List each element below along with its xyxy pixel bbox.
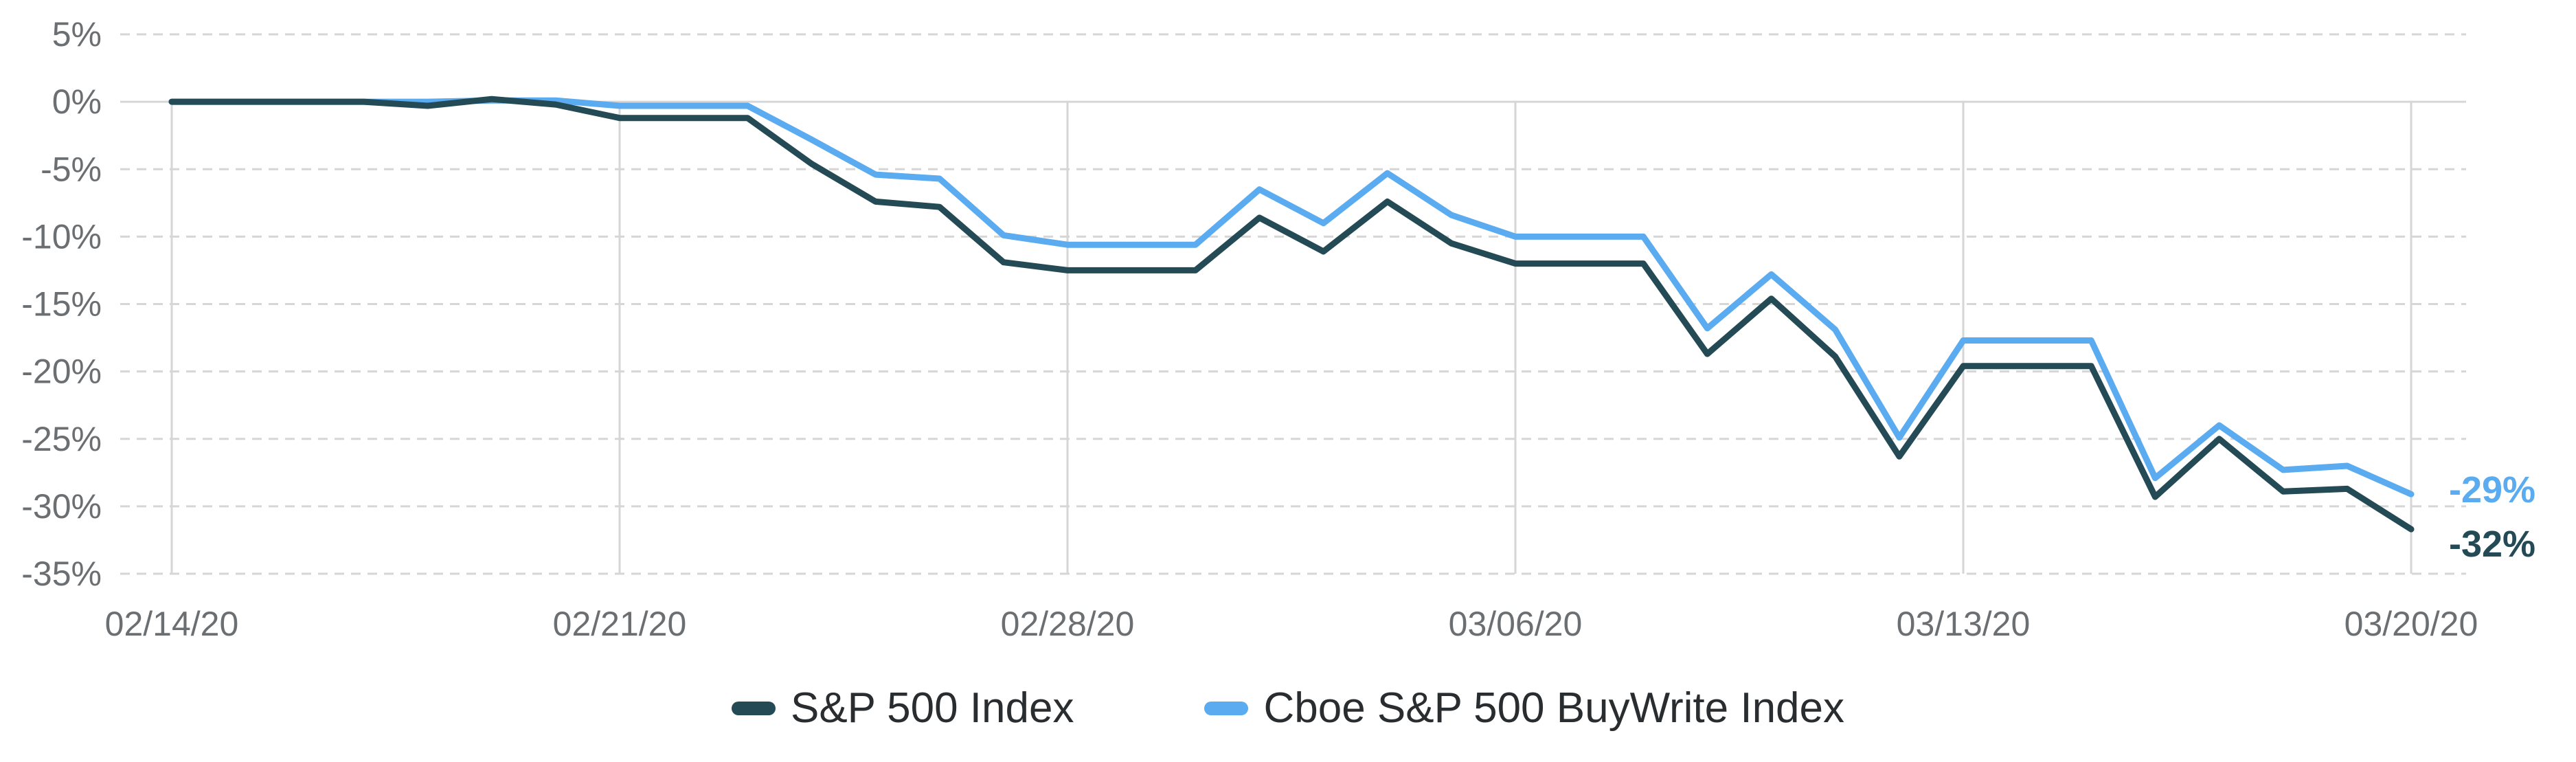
- y-tick-label: -25%: [21, 420, 102, 458]
- y-tick-label: -15%: [21, 285, 102, 324]
- end-label-buywrite: -29%: [2449, 469, 2535, 511]
- series-lines: [168, 96, 2415, 533]
- legend-item-sp500[interactable]: S&P 500 Index: [731, 684, 1074, 732]
- y-tick-label: -5%: [41, 150, 102, 188]
- y-tick-label: -30%: [21, 487, 102, 526]
- legend-label-buywrite: Cboe S&P 500 BuyWrite Index: [1263, 684, 1845, 732]
- y-axis-ticks: 5% 0% -5% -10% -15% -20% -25% -30% -35%: [21, 15, 102, 593]
- series-line-buywrite: [168, 97, 2415, 497]
- legend: S&P 500 Index Cboe S&P 500 BuyWrite Inde…: [0, 684, 2576, 732]
- y-tick-label: -10%: [21, 217, 102, 256]
- x-tick-label: 03/06/20: [1449, 605, 1583, 643]
- y-tick-label: -35%: [21, 554, 102, 593]
- gridlines: [120, 33, 2466, 575]
- legend-label-sp500: S&P 500 Index: [790, 684, 1074, 732]
- y-tick-label: 0%: [52, 82, 102, 121]
- series-line-sp500: [168, 96, 2415, 533]
- legend-swatch-sp500: [731, 701, 776, 715]
- y-tick-label: 5%: [52, 15, 102, 54]
- x-tick-label: 02/28/20: [1001, 605, 1135, 643]
- x-tick-label: 02/21/20: [553, 605, 687, 643]
- legend-swatch-buywrite: [1204, 701, 1249, 715]
- x-tick-label: 03/13/20: [1897, 605, 2031, 643]
- end-label-sp500: -32%: [2449, 524, 2535, 565]
- y-tick-label: -20%: [21, 352, 102, 391]
- legend-item-buywrite[interactable]: Cboe S&P 500 BuyWrite Index: [1204, 684, 1844, 732]
- x-tick-label: 02/14/20: [105, 605, 239, 643]
- x-axis-ticks: 02/14/20 02/21/20 02/28/20 03/06/20 03/13/20…: [105, 605, 2478, 643]
- x-tick-label: 03/20/20: [2345, 605, 2478, 643]
